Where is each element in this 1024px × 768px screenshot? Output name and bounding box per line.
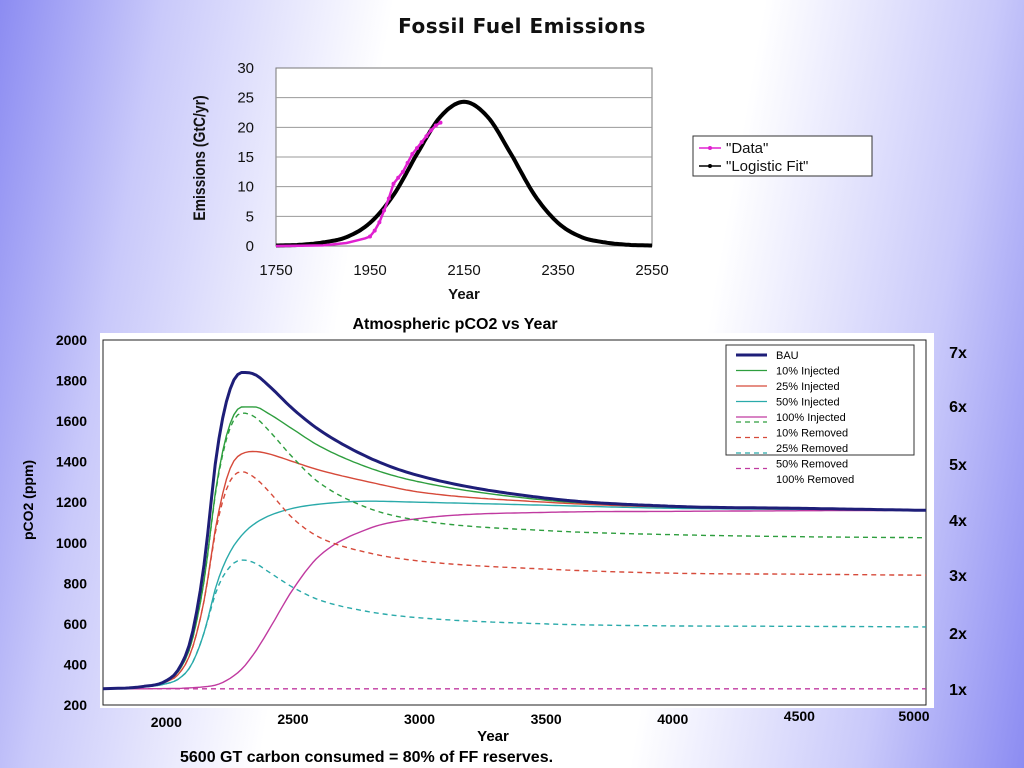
emissions-y-tick-label: 25 [237, 90, 254, 107]
pco2-y-tick-label: 1600 [56, 413, 87, 429]
pco2-x-axis-label: Year [477, 728, 509, 745]
pco2-chart-title: Atmospheric pCO2 vs Year [352, 316, 558, 333]
pco2-y-tick-label: 1800 [56, 373, 87, 389]
pco2-x-tick-label: 2500 [277, 711, 308, 727]
emissions-data-point [429, 128, 434, 133]
emissions-data-point [438, 120, 443, 125]
pco2-x-tick-label: 4500 [784, 708, 815, 724]
emissions-data-point [391, 181, 396, 186]
emissions-data-point [386, 196, 391, 201]
emissions-data-point [410, 152, 415, 157]
emissions-legend-label-data: "Data" [726, 140, 768, 157]
emissions-x-tick-label: 1950 [353, 262, 386, 279]
pco2-legend-label-10-removed: 10% Removed [776, 428, 848, 440]
caption: 5600 GT carbon consumed = 80% of FF rese… [180, 749, 554, 766]
pco2-y-tick-label: 400 [64, 656, 88, 672]
pco2-legend-label-100-removed: 100% Removed [776, 474, 854, 486]
emissions-data-point [372, 228, 377, 233]
pco2-y-tick-label: 800 [64, 575, 88, 591]
pco2-y-tick-label: 2000 [56, 332, 87, 348]
pco2-legend-label-100-injected: 100% Injected [776, 412, 846, 424]
emissions-legend-box [692, 135, 873, 177]
pco2-x-tick-label: 3000 [404, 711, 435, 727]
pco2-x-tick-label: 5000 [898, 708, 929, 724]
emissions-y-tick-label: 20 [237, 119, 254, 136]
emissions-data-point [368, 234, 372, 239]
emissions-y-tick-label: 30 [237, 60, 254, 77]
pco2-series-50-removed-line [102, 559, 926, 690]
pco2-legend-label-50-injected: 50% Injected [776, 397, 840, 409]
pco2-legend-label-bau: BAU [776, 350, 799, 362]
pco2-y-tick-label: 200 [64, 697, 88, 713]
pco2-y-axis-label: pCO2 (ppm) [20, 460, 36, 540]
multiplier-label-7x: 7x [949, 345, 967, 362]
pco2-legend-label-10-injected: 10% Injected [776, 366, 840, 378]
multiplier-label-1x: 1x [949, 682, 967, 699]
pco2-series-bau-line [102, 371, 926, 691]
emissions-legend-marker-data [708, 146, 712, 150]
pco2-legend-label-50-removed: 50% Removed [776, 459, 848, 471]
emissions-data-point [424, 134, 429, 139]
multiplier-label-3x: 3x [949, 568, 967, 585]
pco2-series-25-removed-line [102, 471, 926, 690]
pco2-series-10-removed-line [102, 412, 926, 690]
emissions-x-axis-label: Year [448, 286, 480, 303]
emissions-x-tick-label: 2550 [635, 262, 668, 279]
pco2-x-tick-label: 2000 [151, 714, 182, 730]
emissions-y-tick-label: 15 [237, 149, 254, 166]
emissions-data-point [396, 175, 401, 180]
emissions-y-tick-label: 0 [246, 238, 254, 255]
pco2-legend: BAU 10% Injected 25% Injected 50% Injected 1… [725, 344, 915, 486]
emissions-data-point [377, 220, 382, 225]
emissions-y-tick-label: 5 [246, 208, 254, 225]
emissions-x-tick-label: 2350 [541, 262, 574, 279]
emissions-y-axis-label: Emissions (GtC/yr) [191, 95, 210, 220]
emissions-data-point [405, 160, 410, 165]
emissions-x-tick-label: 1750 [259, 262, 292, 279]
emissions-chart-title: Fossil Fuel Emissions [398, 14, 646, 38]
pco2-legend-label-25-injected: 25% Injected [776, 381, 840, 393]
multiplier-label-5x: 5x [949, 457, 967, 474]
emissions-chart: 0 5 10 15 20 25 30 1750 1950 2150 2350 2550 Year Emis… [191, 60, 873, 303]
emissions-legend-marker-logistic-fit [708, 164, 712, 168]
emissions-data-point [382, 208, 387, 213]
pco2-y-tick-label: 1200 [56, 494, 87, 510]
pco2-y-tick-label: 1400 [56, 454, 87, 470]
emissions-data-point [400, 169, 405, 174]
multiplier-label-4x: 4x [949, 513, 967, 530]
emissions-series-data-line [275, 121, 442, 248]
emissions-legend-label-logistic-fit: "Logistic Fit" [726, 158, 808, 175]
emissions-y-tick-label: 10 [237, 179, 254, 196]
pco2-x-tick-label: 4000 [657, 711, 688, 727]
emissions-data-point [433, 123, 438, 128]
emissions-legend: "Data""Logistic Fit" [692, 135, 873, 177]
pco2-y-tick-label: 600 [64, 616, 88, 632]
emissions-x-tick-label: 2150 [447, 262, 480, 279]
emissions-series-logistic-fit-line [276, 99, 652, 248]
pco2-x-tick-label: 3500 [531, 711, 562, 727]
pco2-series-100-injected-line [103, 509, 926, 690]
emissions-data-point [415, 146, 419, 151]
multiplier-label-6x: 6x [949, 399, 967, 416]
multiplier-label-2x: 2x [949, 626, 967, 643]
pco2-legend-label-25-removed: 25% Removed [776, 443, 848, 455]
emissions-data-point [419, 140, 424, 145]
pco2-y-tick-label: 1000 [56, 535, 87, 551]
pco2-legend-box [725, 344, 915, 456]
